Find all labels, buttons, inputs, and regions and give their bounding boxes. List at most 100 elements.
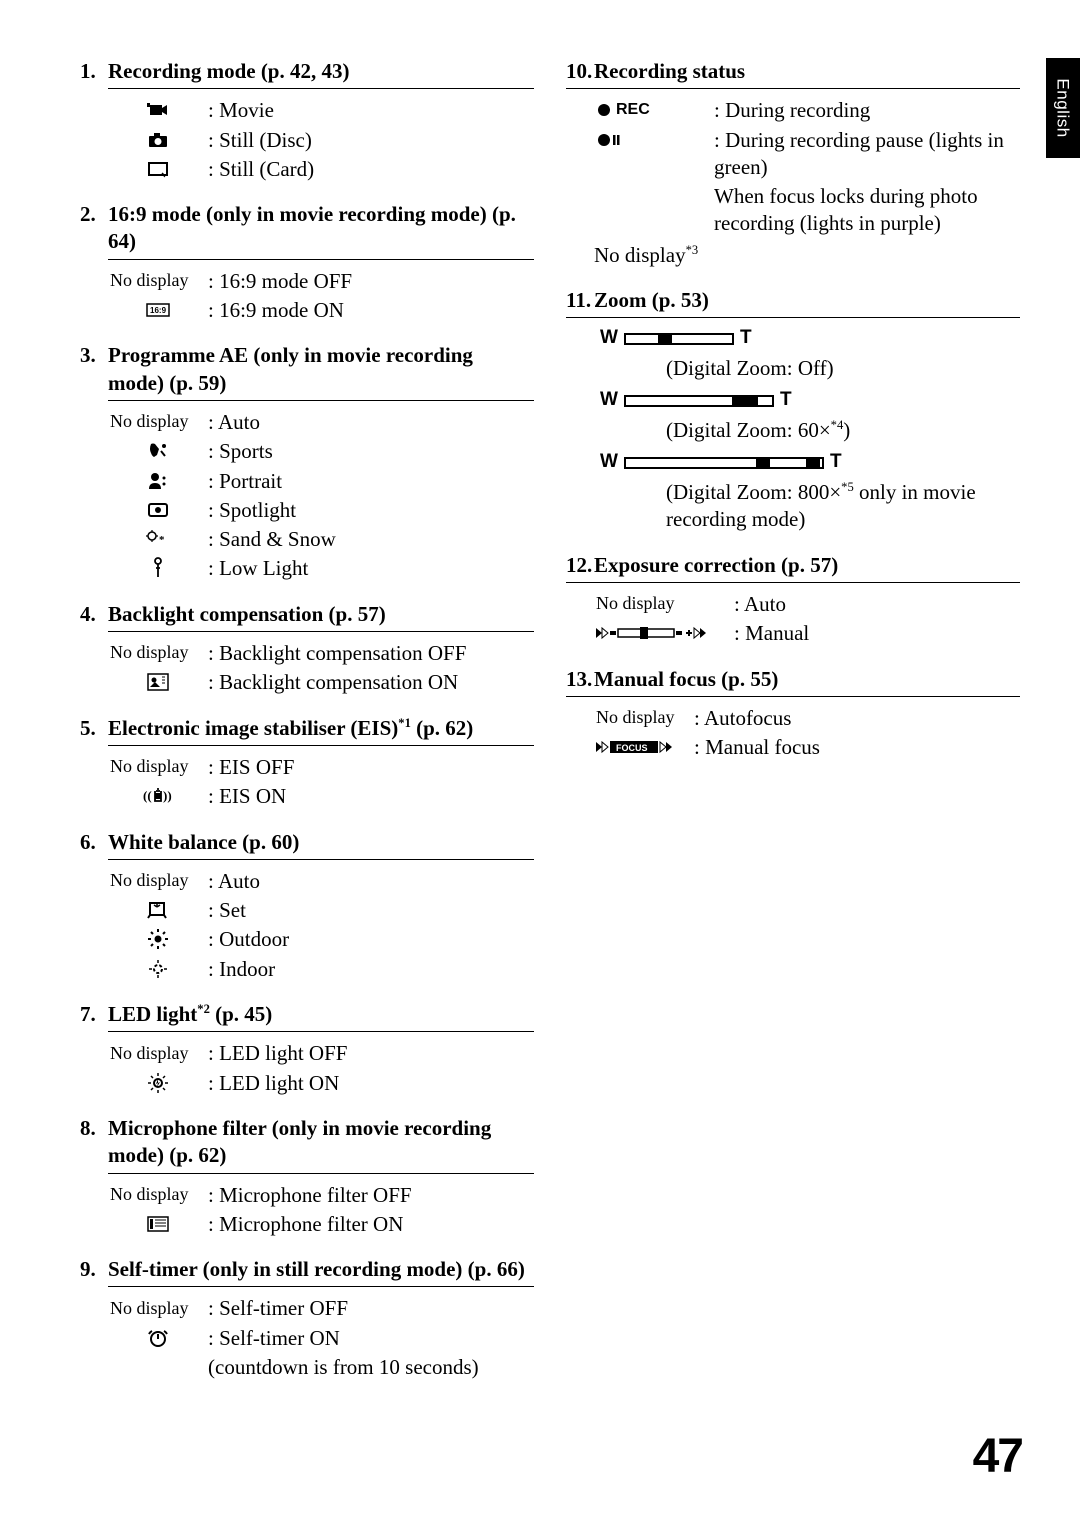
- mic-filter-icon: [108, 1211, 208, 1237]
- section: 9.Self-timer (only in still recording mo…: [80, 1256, 534, 1381]
- svg-text:16:9: 16:9: [150, 306, 167, 315]
- item-row: No displayEIS OFF: [108, 754, 534, 781]
- item-desc: Auto: [208, 409, 534, 436]
- item-row: Still (Disc): [108, 127, 534, 154]
- section-num: 7.: [80, 1001, 108, 1028]
- item-label: No display: [108, 1182, 208, 1208]
- wb-set-icon: [108, 897, 208, 923]
- item-row: Portrait: [108, 468, 534, 495]
- section: 8.Microphone filter (only in movie recor…: [80, 1115, 534, 1238]
- section-rule: [108, 1286, 534, 1287]
- section-num: 2.: [80, 201, 108, 228]
- section-num: 13.: [566, 666, 594, 693]
- language-tab: English: [1046, 58, 1080, 158]
- item-row: No displayAuto: [108, 409, 534, 436]
- section: 2.16:9 mode (only in movie recording mod…: [80, 201, 534, 324]
- zoom-t-label: T: [740, 326, 752, 351]
- item-label: No display: [594, 705, 694, 731]
- spotlight-icon: [108, 497, 208, 523]
- section-rule: [566, 696, 1020, 697]
- item-desc: 16:9 mode OFF: [208, 268, 534, 295]
- zoom-track: [624, 457, 824, 469]
- item-row: Set: [108, 897, 534, 924]
- item-desc: Sand & Snow: [208, 526, 534, 553]
- section-title: Programme AE (only in movie recording mo…: [108, 342, 534, 397]
- sand-snow-icon: *: [108, 526, 208, 552]
- section-num: 1.: [80, 58, 108, 85]
- exposure-slider-icon: [594, 620, 734, 646]
- sixteen-nine-icon: 16:9: [108, 297, 208, 323]
- section-rule: [566, 582, 1020, 583]
- indoor-icon: [108, 956, 208, 982]
- item-desc: LED light OFF: [208, 1040, 534, 1067]
- zoom-bar-3-desc: (Digital Zoom: 800×*5 only in movie reco…: [666, 479, 1020, 534]
- item-row: Spotlight: [108, 497, 534, 524]
- item-row: (())EIS ON: [108, 783, 534, 810]
- section-title: Exposure correction (p. 57): [594, 552, 1020, 579]
- item-label: No display: [108, 1040, 208, 1066]
- section-title: Zoom (p. 53): [594, 287, 1020, 314]
- item-row: Indoor: [108, 956, 534, 983]
- svg-text:)): )): [163, 788, 172, 803]
- item-label: No display: [594, 591, 734, 617]
- section-rule: [108, 88, 534, 89]
- section-recording-status: 10.Recording statusRECDuring recordingDu…: [566, 58, 1020, 269]
- item-desc: Microphone filter OFF: [208, 1182, 534, 1209]
- section-rule: [108, 259, 534, 260]
- section-rule: [566, 317, 1020, 318]
- backlight-icon: [108, 669, 208, 695]
- section-title: Electronic image stabiliser (EIS)*1 (p. …: [108, 715, 534, 742]
- item-row: No display16:9 mode OFF: [108, 268, 534, 295]
- item-desc: Indoor: [208, 956, 534, 983]
- item-row: Microphone filter ON: [108, 1211, 534, 1238]
- language-label: English: [1052, 78, 1074, 137]
- section-title: Microphone filter (only in movie recordi…: [108, 1115, 534, 1170]
- svg-text:*: *: [159, 534, 165, 546]
- item-desc: Manual focus: [694, 734, 1020, 761]
- section-num: 5.: [80, 715, 108, 742]
- item-desc: Auto: [734, 591, 1020, 618]
- section-rule: [108, 1031, 534, 1032]
- section-title: LED light*2 (p. 45): [108, 1001, 534, 1028]
- item-desc: Sports: [208, 438, 534, 465]
- item-row: Movie: [108, 97, 534, 124]
- section-title: Recording mode (p. 42, 43): [108, 58, 534, 85]
- section-rule: [108, 1173, 534, 1174]
- section-title: White balance (p. 60): [108, 829, 534, 856]
- item-row: No displaySelf-timer OFF: [108, 1295, 534, 1322]
- section-rule: [108, 631, 534, 632]
- item-row: Backlight compensation ON: [108, 669, 534, 696]
- item-row: * Sand & Snow: [108, 526, 534, 553]
- item-label: No display: [108, 640, 208, 666]
- item-row: No displayLED light OFF: [108, 1040, 534, 1067]
- item-desc: Backlight compensation ON: [208, 669, 534, 696]
- item-desc: Portrait: [208, 468, 534, 495]
- card-rect-icon: [108, 156, 208, 182]
- item-desc: 16:9 mode ON: [208, 297, 534, 324]
- nodisplay-note: No display*3: [594, 242, 1020, 269]
- section-num: 6.: [80, 829, 108, 856]
- item-label: No display: [108, 754, 208, 780]
- item-row: Still (Card): [108, 156, 534, 183]
- section: 4.Backlight compensation (p. 57)No displ…: [80, 601, 534, 697]
- item-row: Low Light: [108, 555, 534, 582]
- manual-focus-icon: FOCUS: [594, 734, 694, 760]
- item-desc: LED light ON: [208, 1070, 534, 1097]
- rec-desc: During recording: [714, 97, 1020, 124]
- section-title: Manual focus (p. 55): [594, 666, 1020, 693]
- section: 1.Recording mode (p. 42, 43) Movie Still (…: [80, 58, 534, 183]
- item-row: No displayAuto: [108, 868, 534, 895]
- zoom-track: [624, 333, 734, 345]
- zoom-bar-2-desc: (Digital Zoom: 60×*4): [666, 417, 1020, 444]
- sports-icon: [108, 438, 208, 464]
- section-num: 3.: [80, 342, 108, 369]
- item-desc: Set: [208, 897, 534, 924]
- item-label: No display: [108, 868, 208, 894]
- item-label: No display: [108, 268, 208, 294]
- left-column: 1.Recording mode (p. 42, 43) Movie Still (…: [80, 58, 534, 1399]
- item-desc: Backlight compensation OFF: [208, 640, 534, 667]
- pause-continuation: When focus locks during photo recording …: [714, 183, 1020, 238]
- section-num: 4.: [80, 601, 108, 628]
- item-desc: Auto: [208, 868, 534, 895]
- outdoor-icon: [108, 926, 208, 952]
